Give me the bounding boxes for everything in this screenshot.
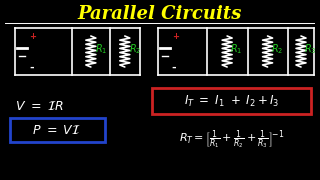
Text: $R_2$: $R_2$ [270,43,283,56]
Text: -: - [172,63,176,73]
Bar [10,118,105,142]
Text: $R_T = \left[\frac{1}{R_1} + \frac{1}{R_2} + \frac{1}{R_3}\right]^{-1}$: $R_T = \left[\frac{1}{R_1} + \frac{1}{R_… [179,129,284,151]
Bar [152,88,311,114]
Text: $R_1$: $R_1$ [230,43,243,56]
Text: Parallel Circuits: Parallel Circuits [77,5,242,23]
Text: $R_2$: $R_2$ [129,43,141,56]
Text: $P\ =\ V\mathcal{I}$: $P\ =\ V\mathcal{I}$ [32,123,81,136]
Text: $R_3$: $R_3$ [304,43,316,56]
Text: +: + [172,32,179,41]
Text: -: - [29,63,34,73]
Text: $V\ =\ \mathcal{I}R$: $V\ =\ \mathcal{I}R$ [15,100,64,113]
Text: $I_T\ =\ I_1\ +\ I_2 + I_3$: $I_T\ =\ I_1\ +\ I_2 + I_3$ [184,93,279,109]
Text: $R_1$: $R_1$ [95,43,107,56]
Text: +: + [29,32,36,41]
